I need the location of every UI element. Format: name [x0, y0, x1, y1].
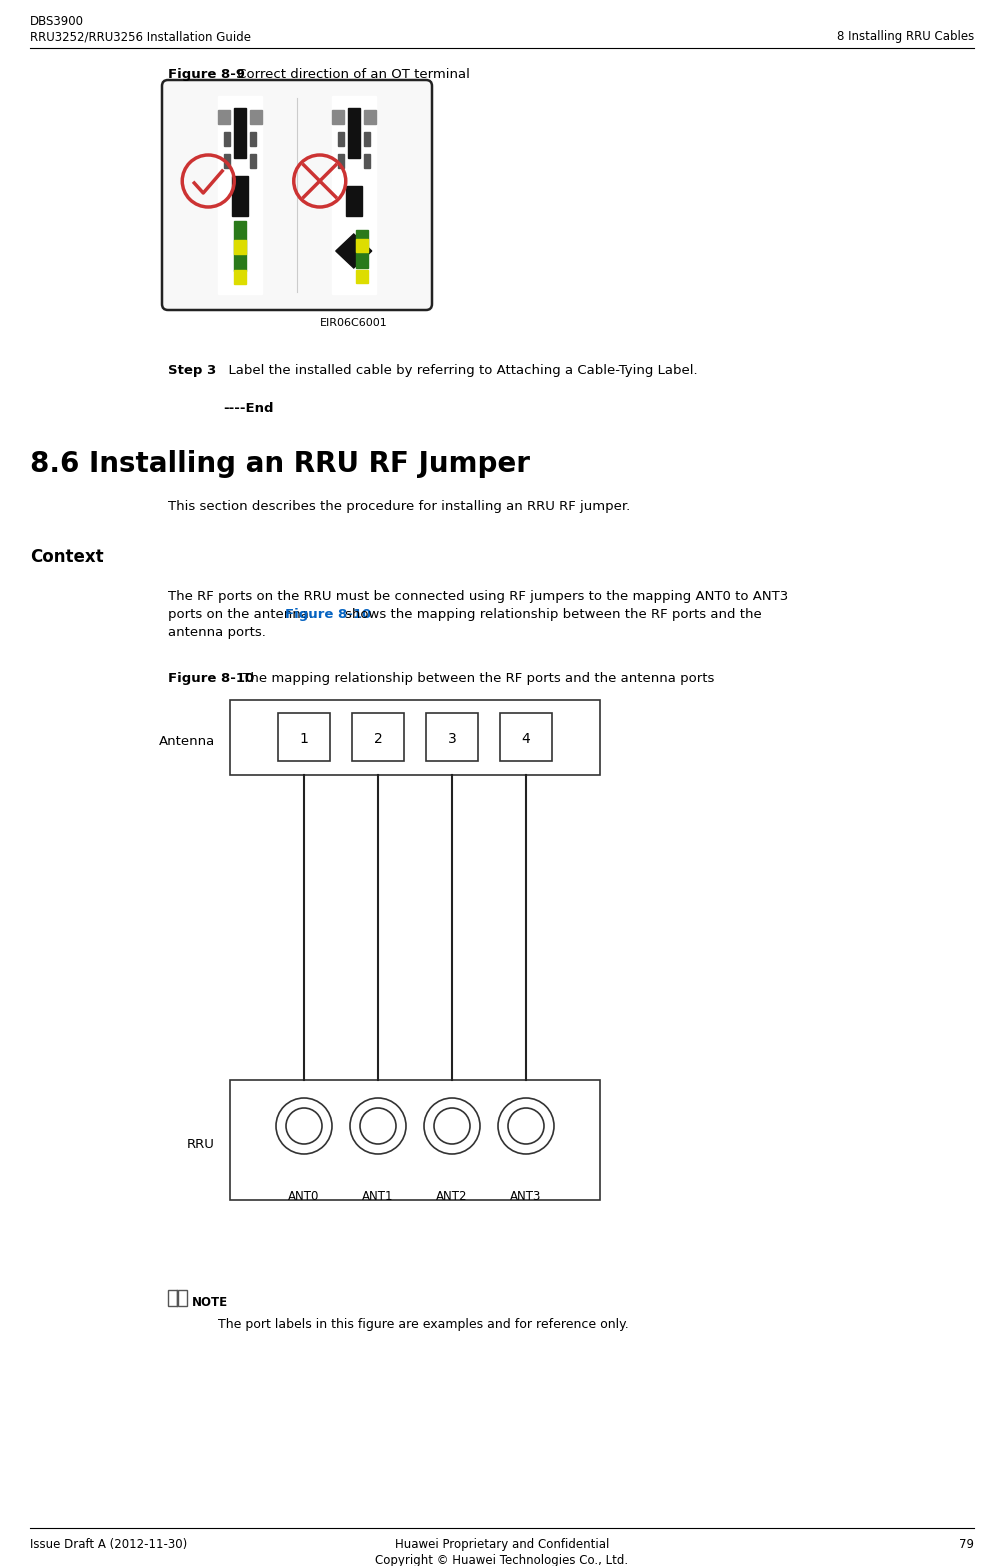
Bar [278, 713, 330, 761]
Text: This section describes the procedure for installing an RRU RF jumper.: This section describes the procedure for… [168, 500, 630, 514]
Bar [345, 186, 361, 216]
Text: Huawei Proprietary and Confidential: Huawei Proprietary and Confidential [394, 1538, 609, 1550]
Text: DBS3900: DBS3900 [30, 16, 84, 28]
Bar [337, 153, 343, 168]
Bar [352, 713, 403, 761]
Text: EIR06C6001: EIR06C6001 [320, 318, 387, 327]
Bar [230, 700, 600, 775]
Text: Step 3: Step 3 [168, 363, 216, 377]
Text: Figure 8-9: Figure 8-9 [168, 67, 245, 81]
Bar [234, 240, 246, 254]
Bar [331, 110, 343, 124]
Bar [224, 132, 230, 146]
Bar [250, 153, 256, 168]
Text: 1: 1 [299, 731, 308, 745]
Bar [363, 110, 375, 124]
Text: shows the mapping relationship between the RF ports and the: shows the mapping relationship between t… [345, 608, 761, 622]
Text: 8.6 Installing an RRU RF Jumper: 8.6 Installing an RRU RF Jumper [30, 449, 530, 478]
Bar [355, 269, 367, 283]
Text: Context: Context [30, 548, 103, 565]
Text: RRU3252/RRU3256 Installation Guide: RRU3252/RRU3256 Installation Guide [30, 30, 251, 42]
Text: ANT3: ANT3 [510, 1190, 542, 1203]
Text: Correct direction of an OT terminal: Correct direction of an OT terminal [233, 67, 469, 81]
Text: Copyright © Huawei Technologies Co., Ltd.: Copyright © Huawei Technologies Co., Ltd… [375, 1553, 628, 1566]
Bar [499, 713, 552, 761]
Text: 8 Installing RRU Cables: 8 Installing RRU Cables [835, 30, 973, 42]
Text: ANT0: ANT0 [288, 1190, 319, 1203]
Text: 3: 3 [447, 731, 456, 745]
Bar [234, 108, 246, 158]
Bar [230, 1081, 600, 1200]
Text: Label the installed cable by referring to Attaching a Cable-Tying Label.: Label the installed cable by referring t… [220, 363, 697, 377]
Text: Figure 8-10: Figure 8-10 [168, 672, 254, 684]
Bar [232, 175, 248, 216]
Bar [250, 132, 256, 146]
Bar [355, 240, 367, 252]
Bar [355, 230, 367, 268]
Text: ports on the antenna.: ports on the antenna. [168, 608, 317, 622]
Bar [337, 132, 343, 146]
Text: antenna ports.: antenna ports. [168, 626, 266, 639]
Text: 2: 2 [373, 731, 382, 745]
Bar [425, 713, 477, 761]
Text: Antenna: Antenna [158, 734, 215, 749]
Text: Figure 8-10: Figure 8-10 [284, 608, 370, 622]
Bar [347, 108, 359, 158]
Bar [250, 110, 262, 124]
Bar [224, 153, 230, 168]
FancyBboxPatch shape [161, 80, 431, 310]
Text: ANT2: ANT2 [436, 1190, 467, 1203]
Text: The RF ports on the RRU must be connected using RF jumpers to the mapping ANT0 t: The RF ports on the RRU must be connecte… [168, 590, 787, 603]
Text: 4: 4 [522, 731, 530, 745]
Text: 79: 79 [958, 1538, 973, 1550]
Bar [178, 1290, 187, 1306]
Text: NOTE: NOTE [192, 1297, 228, 1309]
Text: The mapping relationship between the RF ports and the antenna ports: The mapping relationship between the RF … [238, 672, 714, 684]
Text: The port labels in this figure are examples and for reference only.: The port labels in this figure are examp… [218, 1319, 628, 1331]
Text: RRU: RRU [187, 1137, 215, 1151]
Bar [234, 269, 246, 283]
Bar [363, 132, 369, 146]
Bar [218, 110, 230, 124]
Text: ANT1: ANT1 [362, 1190, 393, 1203]
Bar [234, 221, 246, 271]
Text: Issue Draft A (2012-11-30): Issue Draft A (2012-11-30) [30, 1538, 188, 1550]
Bar [168, 1290, 177, 1306]
Bar [218, 96, 262, 294]
Text: ----End: ----End [223, 402, 273, 415]
Bar [363, 153, 369, 168]
Polygon shape [335, 233, 371, 268]
Bar [331, 96, 375, 294]
